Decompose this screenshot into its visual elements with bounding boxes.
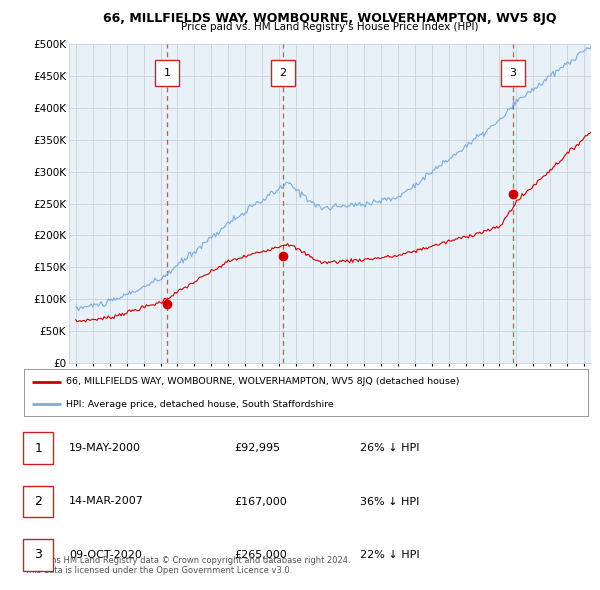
Text: 1: 1 <box>34 442 43 455</box>
Text: 09-OCT-2020: 09-OCT-2020 <box>69 550 142 559</box>
Text: Price paid vs. HM Land Registry's House Price Index (HPI): Price paid vs. HM Land Registry's House … <box>181 22 479 32</box>
Text: 66, MILLFIELDS WAY, WOMBOURNE, WOLVERHAMPTON, WV5 8JQ: 66, MILLFIELDS WAY, WOMBOURNE, WOLVERHAM… <box>103 12 557 25</box>
Text: 66, MILLFIELDS WAY, WOMBOURNE, WOLVERHAMPTON, WV5 8JQ (detached house): 66, MILLFIELDS WAY, WOMBOURNE, WOLVERHAM… <box>66 378 460 386</box>
Text: 3: 3 <box>34 548 43 561</box>
Text: 36% ↓ HPI: 36% ↓ HPI <box>360 497 419 506</box>
Text: HPI: Average price, detached house, South Staffordshire: HPI: Average price, detached house, Sout… <box>66 399 334 409</box>
Text: 2: 2 <box>279 68 286 78</box>
Text: 19-MAY-2000: 19-MAY-2000 <box>69 444 141 453</box>
Text: £265,000: £265,000 <box>234 550 287 559</box>
Text: 14-MAR-2007: 14-MAR-2007 <box>69 497 144 506</box>
Text: £92,995: £92,995 <box>234 444 280 453</box>
Text: 2: 2 <box>34 495 43 508</box>
Text: Contains HM Land Registry data © Crown copyright and database right 2024.: Contains HM Land Registry data © Crown c… <box>24 556 350 565</box>
Text: 22% ↓ HPI: 22% ↓ HPI <box>360 550 419 559</box>
Text: 3: 3 <box>509 68 516 78</box>
Text: £167,000: £167,000 <box>234 497 287 506</box>
Text: This data is licensed under the Open Government Licence v3.0.: This data is licensed under the Open Gov… <box>24 566 292 575</box>
Text: 1: 1 <box>163 68 170 78</box>
Text: 26% ↓ HPI: 26% ↓ HPI <box>360 444 419 453</box>
